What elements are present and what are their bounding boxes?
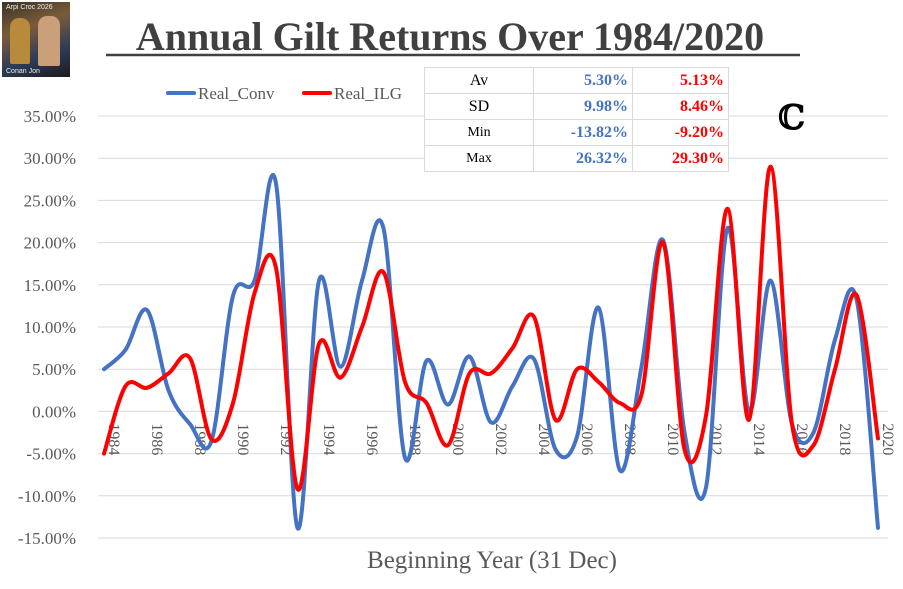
stat-ilg-value: -9.20% xyxy=(632,119,729,146)
stats-row-sd: SD 9.98% 8.46% xyxy=(424,93,729,120)
y-tick-label: 0.00% xyxy=(32,402,76,421)
y-tick-label: -15.00% xyxy=(18,529,76,548)
x-tick-label: 2002 xyxy=(492,423,509,455)
series-line-real-ilg xyxy=(102,164,880,492)
y-tick-label: -5.00% xyxy=(26,445,76,464)
legend: Real_Conv Real_ILG xyxy=(166,84,402,103)
x-tick-label: 1996 xyxy=(363,423,380,455)
y-tick-label: 15.00% xyxy=(24,276,76,295)
x-tick-label: 2010 xyxy=(664,423,681,455)
x-tick-label: 2004 xyxy=(535,423,552,455)
stats-row-max: Max 26.32% 29.30% xyxy=(424,145,729,172)
y-tick-label: 10.00% xyxy=(24,318,76,337)
x-tick-label: 2020 xyxy=(879,423,896,455)
stat-label: Max xyxy=(424,145,534,172)
stat-conv-value: -13.82% xyxy=(533,119,633,146)
legend-label: Real_Conv xyxy=(198,84,275,103)
stat-label: SD xyxy=(424,93,534,120)
x-axis-label: Beginning Year (31 Dec) xyxy=(367,547,617,574)
y-tick-label: 5.00% xyxy=(32,360,76,379)
legend-label: Real_ILG xyxy=(334,84,402,103)
x-tick-label: 1994 xyxy=(320,423,337,455)
y-tick-label: 25.00% xyxy=(24,191,76,210)
stat-conv-value: 5.30% xyxy=(533,67,633,94)
author-logo: Arpi Croc 2026 Conan Jon xyxy=(2,2,70,77)
x-tick-label: 2014 xyxy=(750,423,767,455)
logo-figure-left xyxy=(10,18,30,64)
summary-stats-table: Av 5.30% 5.13% SD 9.98% 8.46% Min -13.82… xyxy=(424,67,729,172)
x-tick-label: 1986 xyxy=(148,423,165,455)
stat-label: Min xyxy=(424,119,534,146)
stats-row-average: Av 5.30% 5.13% xyxy=(424,67,729,94)
logo-figure-right xyxy=(38,16,60,66)
stat-label: Av xyxy=(424,67,534,94)
stat-conv-value: 9.98% xyxy=(533,93,633,120)
logo-caption-top: Arpi Croc 2026 xyxy=(6,4,53,11)
chart-title: Annual Gilt Returns Over 1984/2020 xyxy=(136,14,764,59)
logo-caption-bottom: Conan Jon xyxy=(6,68,40,75)
corner-mark: ℂ xyxy=(778,98,806,138)
y-tick-label: -10.00% xyxy=(18,487,76,506)
x-tick-label: 2018 xyxy=(836,423,853,455)
stat-ilg-value: 29.30% xyxy=(632,145,729,172)
stat-ilg-value: 8.46% xyxy=(632,93,729,120)
y-tick-label: 20.00% xyxy=(24,234,76,253)
y-tick-label: 30.00% xyxy=(24,149,76,168)
stat-conv-value: 26.32% xyxy=(533,145,633,172)
x-tick-label: 2006 xyxy=(578,423,595,455)
stat-ilg-value: 5.13% xyxy=(632,67,729,94)
y-tick-label: 35.00% xyxy=(24,107,76,126)
stats-row-min: Min -13.82% -9.20% xyxy=(424,119,729,146)
x-tick-label: 1990 xyxy=(234,423,251,455)
